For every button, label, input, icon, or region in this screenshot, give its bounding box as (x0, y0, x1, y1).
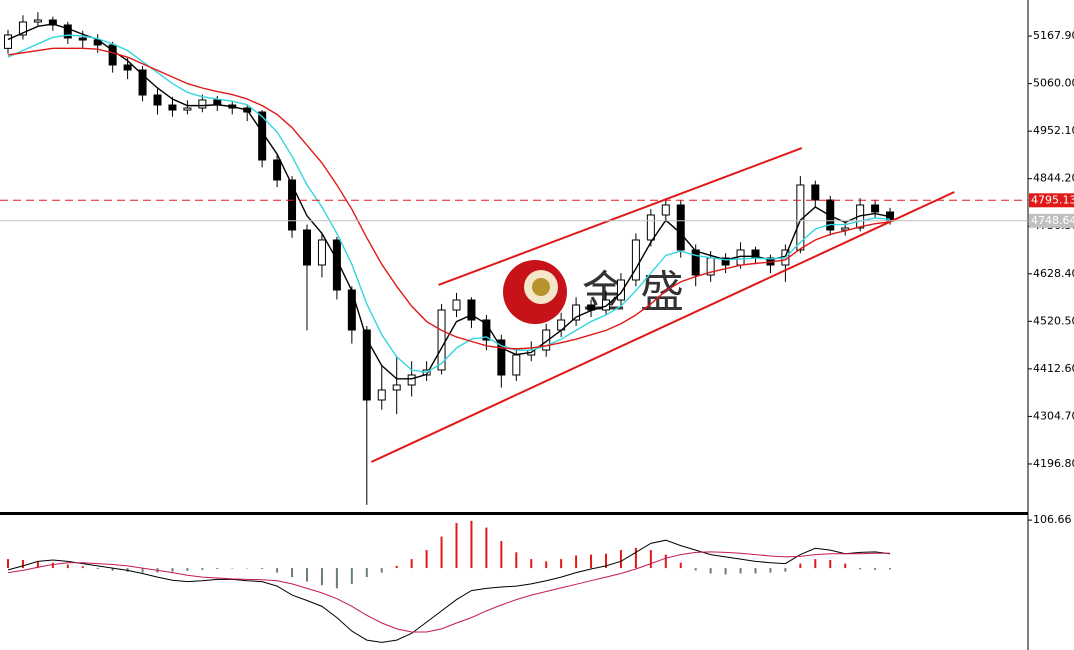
y-tick-label: 4412.60 (1033, 362, 1074, 375)
moving-average (7, 23, 891, 380)
y-tick-label: 4628.40 (1033, 267, 1074, 280)
y-tick-label: 4196.80 (1033, 457, 1074, 470)
moving-average (7, 47, 891, 350)
candle-body (123, 64, 132, 71)
candle-body (18, 21, 27, 36)
candle-body (542, 329, 551, 351)
candle-body (691, 249, 700, 276)
candle-body (332, 239, 341, 291)
trendline (438, 147, 803, 286)
candle-body (676, 204, 685, 251)
candle-body (78, 37, 87, 41)
candle-body (437, 309, 446, 371)
price-label: 4748.64 (1031, 214, 1074, 227)
candle-body (721, 257, 730, 266)
candle-body (4, 34, 12, 49)
candle-body (168, 104, 177, 111)
candle-body (317, 239, 326, 266)
candle-body (407, 374, 416, 386)
candle-body (183, 107, 192, 111)
candle-body (452, 299, 461, 311)
candle-body (288, 179, 297, 231)
watermark-logo (503, 260, 567, 324)
candle-body (362, 329, 371, 401)
candle-body (48, 19, 57, 26)
candle-body (871, 204, 880, 213)
y-tick-label: 5060.00 (1033, 77, 1074, 90)
price-label: 4795.13 (1031, 193, 1074, 206)
macd-tick-label: 106.66 (1033, 513, 1072, 526)
candle-body (377, 389, 386, 401)
candle-body (512, 354, 521, 376)
candle-body (467, 299, 476, 321)
candle-body (616, 279, 625, 301)
candle-body (33, 19, 42, 23)
y-tick-label: 4304.70 (1033, 409, 1074, 422)
candle-body (841, 227, 850, 231)
y-tick-label: 5167.90 (1033, 29, 1074, 42)
candle-body (108, 44, 117, 66)
candle-body (153, 94, 162, 106)
price-label-bg (1029, 213, 1074, 228)
macd-line (7, 539, 891, 643)
candle-body (572, 304, 581, 321)
candle-body (646, 214, 655, 241)
candle-body (303, 229, 311, 266)
candle-body (138, 69, 147, 96)
price-label-bg (1029, 193, 1074, 208)
candle-body (631, 239, 640, 281)
logo-dot (532, 278, 550, 296)
y-tick-label: 4844.20 (1033, 172, 1074, 185)
candle-body (198, 99, 207, 109)
panel-separator (0, 512, 1028, 515)
candle-body (63, 24, 72, 39)
candle-body (811, 184, 820, 201)
y-tick-label: 4520.50 (1033, 314, 1074, 327)
candle-body (273, 159, 282, 181)
y-tick-label: 4952.10 (1033, 124, 1074, 137)
candle-body (602, 299, 610, 311)
candle-body (392, 384, 401, 391)
candle-body (347, 289, 356, 331)
trendline (370, 191, 955, 463)
macd-line (7, 551, 891, 633)
candle-body (497, 339, 506, 376)
moving-average (7, 34, 891, 373)
candle-body (661, 204, 670, 216)
